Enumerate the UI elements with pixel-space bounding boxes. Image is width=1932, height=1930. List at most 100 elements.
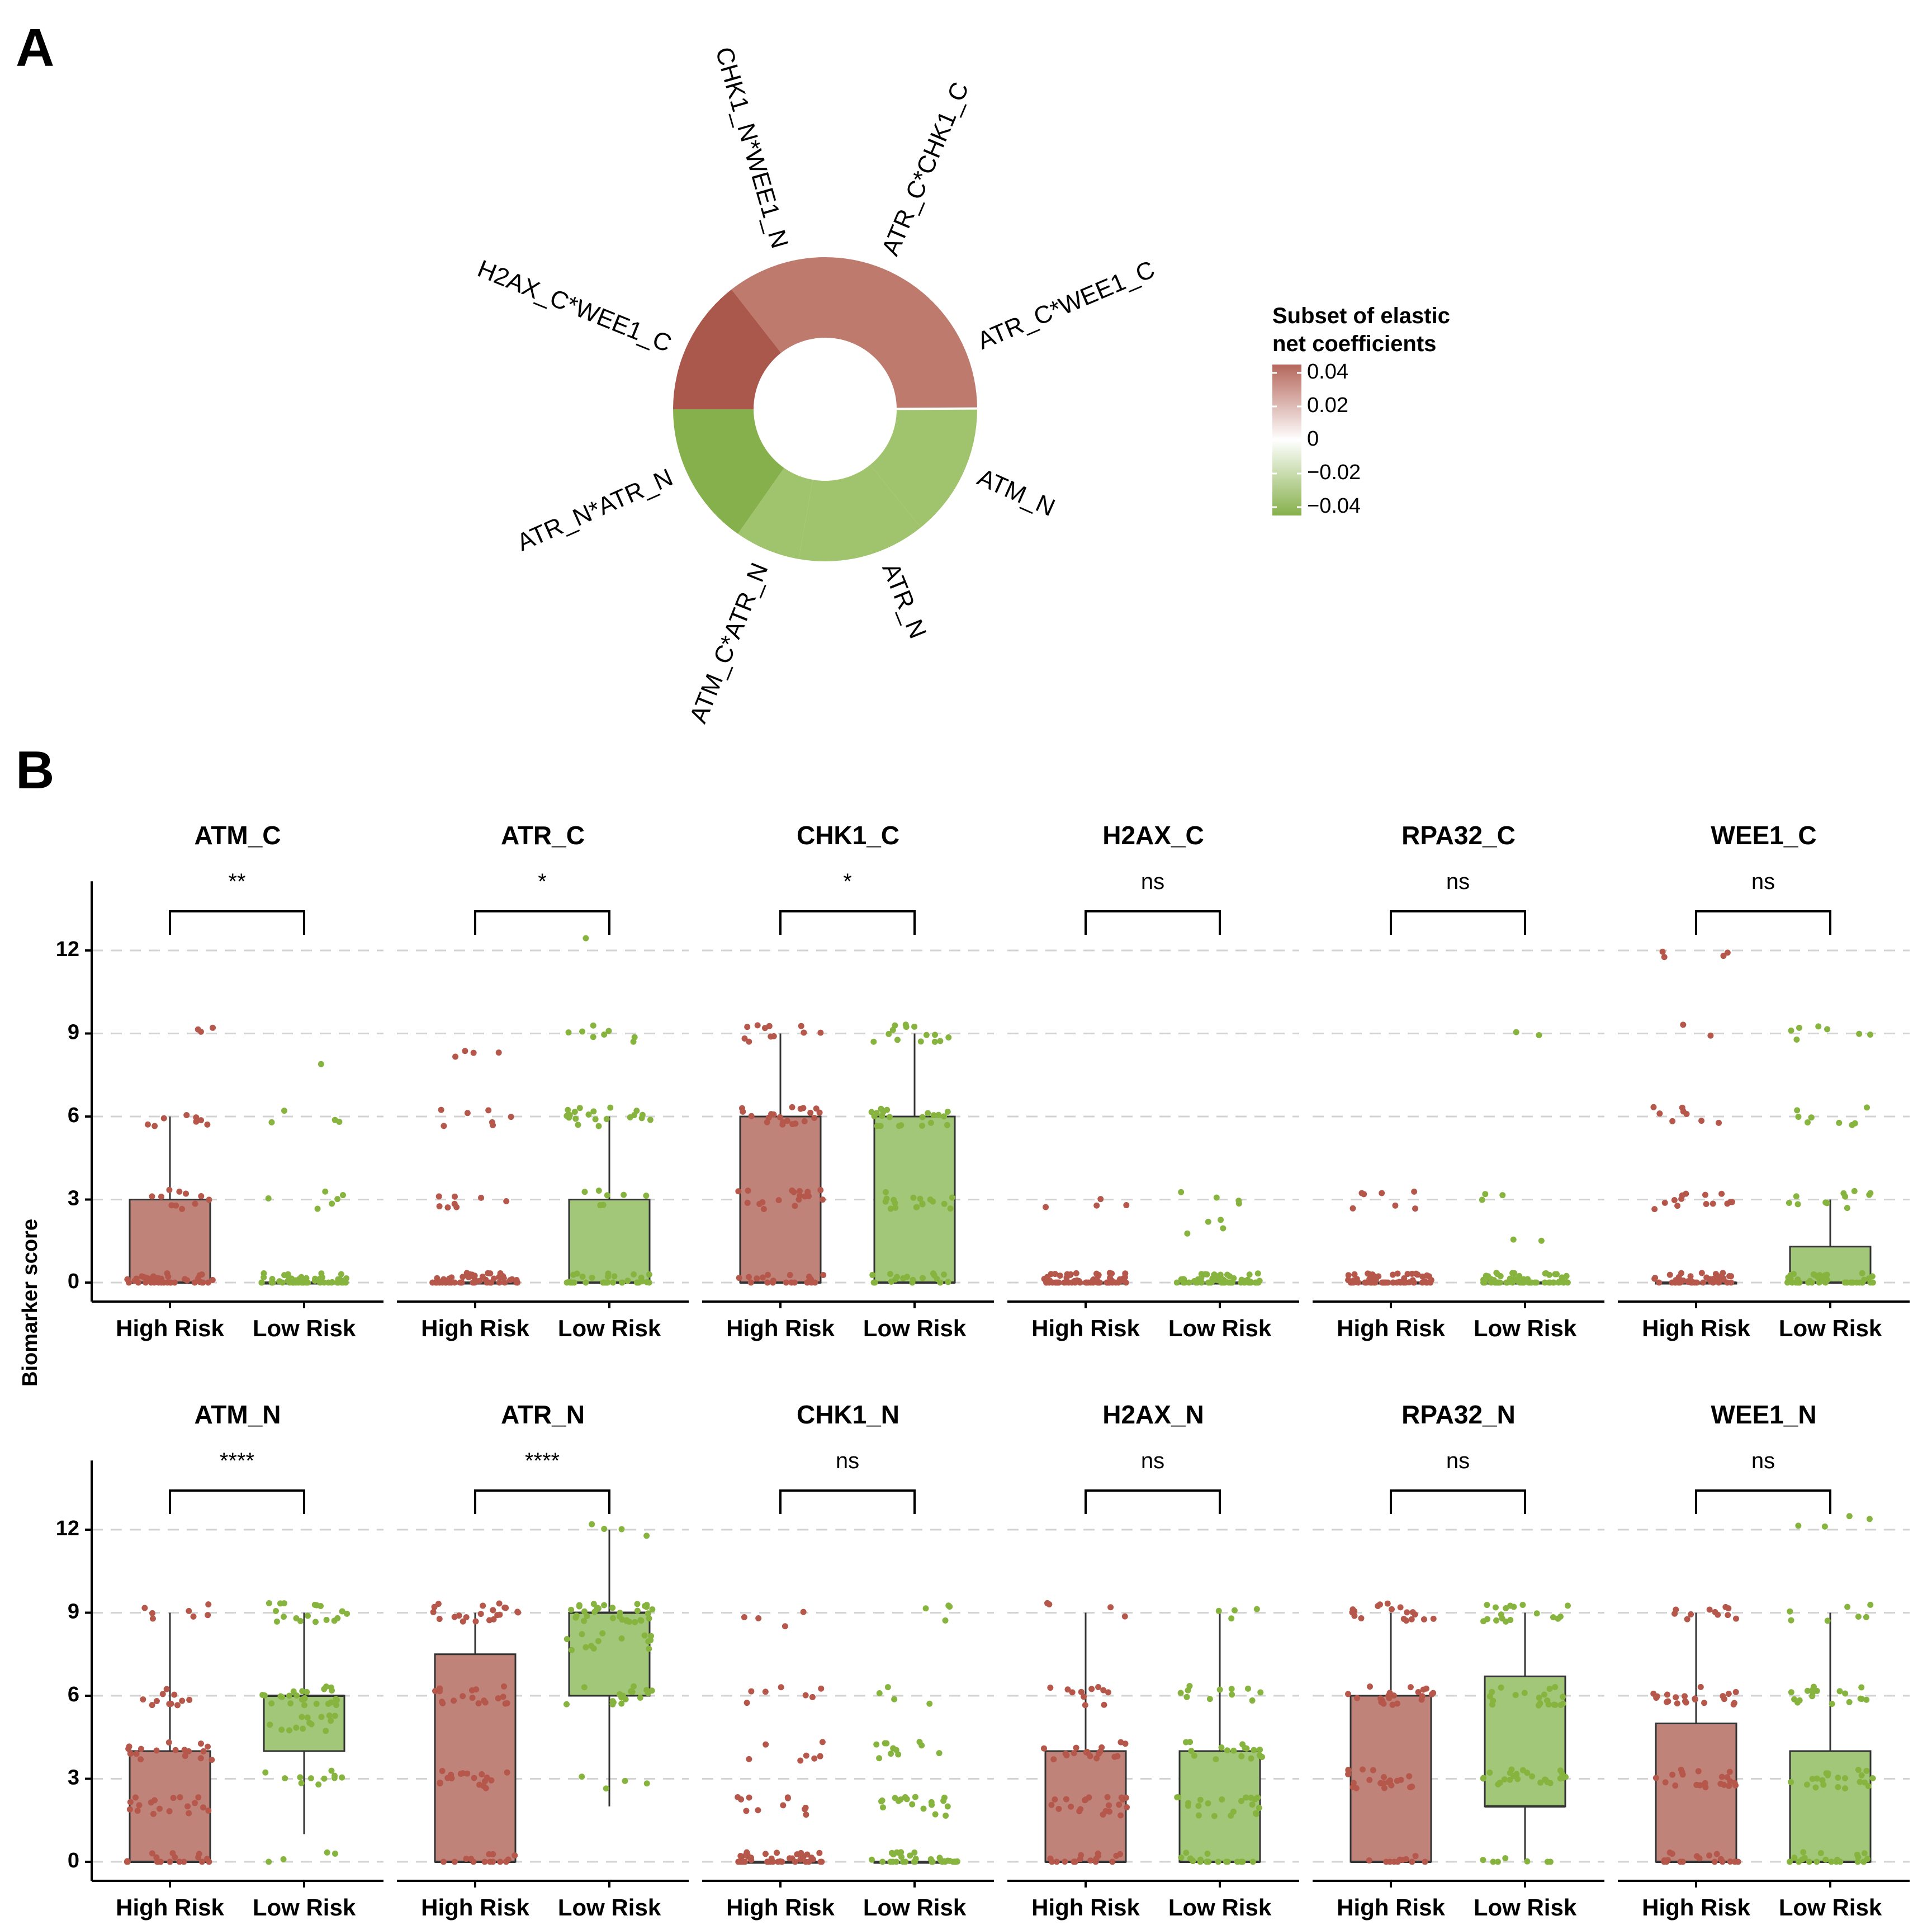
data-point bbox=[1653, 1695, 1660, 1701]
facet-title: RPA32_C bbox=[1401, 821, 1516, 850]
data-point bbox=[323, 1616, 330, 1623]
data-point bbox=[513, 1277, 520, 1284]
data-point bbox=[1836, 1688, 1843, 1695]
y-tick-label: 6 bbox=[68, 1683, 79, 1706]
data-point bbox=[195, 1794, 202, 1801]
data-point bbox=[149, 1702, 155, 1709]
data-point bbox=[1213, 1194, 1220, 1201]
box bbox=[568, 1199, 651, 1284]
data-point bbox=[166, 1186, 173, 1193]
data-point bbox=[1218, 1217, 1224, 1223]
data-point bbox=[797, 1192, 803, 1199]
data-point bbox=[281, 1108, 287, 1114]
data-point bbox=[1537, 1780, 1543, 1786]
data-point bbox=[1117, 1739, 1124, 1745]
data-point bbox=[197, 1028, 204, 1035]
data-point bbox=[198, 1193, 205, 1200]
data-point bbox=[315, 1781, 322, 1788]
data-point bbox=[297, 1617, 304, 1624]
data-point bbox=[590, 1645, 597, 1652]
data-point bbox=[770, 1033, 777, 1039]
data-point bbox=[579, 1273, 586, 1280]
data-point bbox=[631, 1034, 638, 1040]
data-point bbox=[1085, 1749, 1091, 1756]
data-point bbox=[1063, 1752, 1070, 1758]
data-point bbox=[645, 1610, 651, 1617]
data-point bbox=[1397, 1604, 1404, 1611]
data-point bbox=[464, 1110, 471, 1117]
category-label: Low Risk bbox=[1168, 1315, 1272, 1341]
facet-title: CHK1_C bbox=[797, 821, 899, 850]
data-point bbox=[340, 1279, 347, 1286]
data-point bbox=[629, 1688, 636, 1695]
box bbox=[568, 1612, 651, 1697]
data-point bbox=[1846, 1513, 1853, 1520]
category-label: Low Risk bbox=[253, 1894, 356, 1920]
box bbox=[1655, 1723, 1737, 1863]
data-point bbox=[1836, 1119, 1843, 1126]
data-point bbox=[1185, 1800, 1192, 1806]
data-point bbox=[817, 1858, 824, 1865]
donut-segment bbox=[673, 409, 784, 534]
data-point bbox=[1407, 1784, 1414, 1791]
data-point bbox=[512, 1852, 518, 1859]
data-point bbox=[290, 1279, 297, 1286]
data-point bbox=[334, 1196, 341, 1203]
data-point bbox=[590, 1034, 596, 1040]
data-point bbox=[1384, 1600, 1391, 1607]
data-point bbox=[1480, 1618, 1487, 1625]
data-point bbox=[789, 1104, 795, 1110]
data-point bbox=[200, 1804, 206, 1811]
data-point bbox=[744, 1700, 750, 1706]
facet-h2ax_c: H2AX_Cns High Risk Low Risk bbox=[1007, 821, 1299, 1341]
data-point bbox=[618, 1635, 625, 1642]
data-point bbox=[930, 1112, 937, 1119]
data-point bbox=[186, 1748, 192, 1754]
data-point bbox=[1411, 1188, 1418, 1195]
data-point bbox=[277, 1600, 283, 1607]
significance-bracket bbox=[474, 910, 610, 935]
data-point bbox=[1808, 1114, 1815, 1121]
data-point bbox=[760, 1274, 766, 1281]
box bbox=[1789, 1246, 1872, 1284]
data-point bbox=[1424, 1272, 1431, 1279]
data-point bbox=[1850, 1279, 1857, 1286]
data-point bbox=[1109, 1270, 1115, 1277]
data-point bbox=[205, 1279, 211, 1286]
data-point bbox=[741, 1035, 748, 1042]
data-point bbox=[151, 1123, 158, 1129]
data-point bbox=[300, 1279, 307, 1286]
data-point bbox=[439, 1700, 446, 1707]
data-point bbox=[1854, 1858, 1861, 1865]
data-point bbox=[475, 1700, 482, 1707]
data-point bbox=[811, 1755, 818, 1762]
data-point bbox=[619, 1279, 626, 1286]
data-point bbox=[1116, 1801, 1123, 1808]
data-point bbox=[1679, 1104, 1685, 1111]
data-point bbox=[285, 1278, 291, 1284]
data-point bbox=[1409, 1858, 1415, 1865]
data-point bbox=[1071, 1278, 1078, 1284]
data-point bbox=[138, 1745, 144, 1752]
data-point bbox=[892, 1200, 898, 1207]
data-point bbox=[1721, 1696, 1727, 1702]
data-point bbox=[765, 1271, 771, 1278]
data-point bbox=[132, 1794, 139, 1801]
data-point bbox=[1702, 1780, 1708, 1786]
data-point bbox=[1489, 1688, 1495, 1695]
data-point bbox=[1380, 1279, 1387, 1286]
data-point bbox=[765, 1114, 772, 1121]
data-point bbox=[1041, 1745, 1048, 1752]
data-point bbox=[1404, 1609, 1410, 1616]
data-point bbox=[332, 1850, 338, 1857]
data-point bbox=[1345, 1771, 1352, 1777]
data-point bbox=[1661, 1199, 1668, 1206]
data-point bbox=[883, 1195, 890, 1202]
data-point bbox=[1216, 1686, 1223, 1693]
data-point bbox=[1679, 1768, 1685, 1775]
data-point bbox=[328, 1699, 334, 1706]
data-point bbox=[572, 1614, 579, 1621]
data-point bbox=[923, 1032, 930, 1038]
data-point bbox=[564, 1636, 570, 1643]
